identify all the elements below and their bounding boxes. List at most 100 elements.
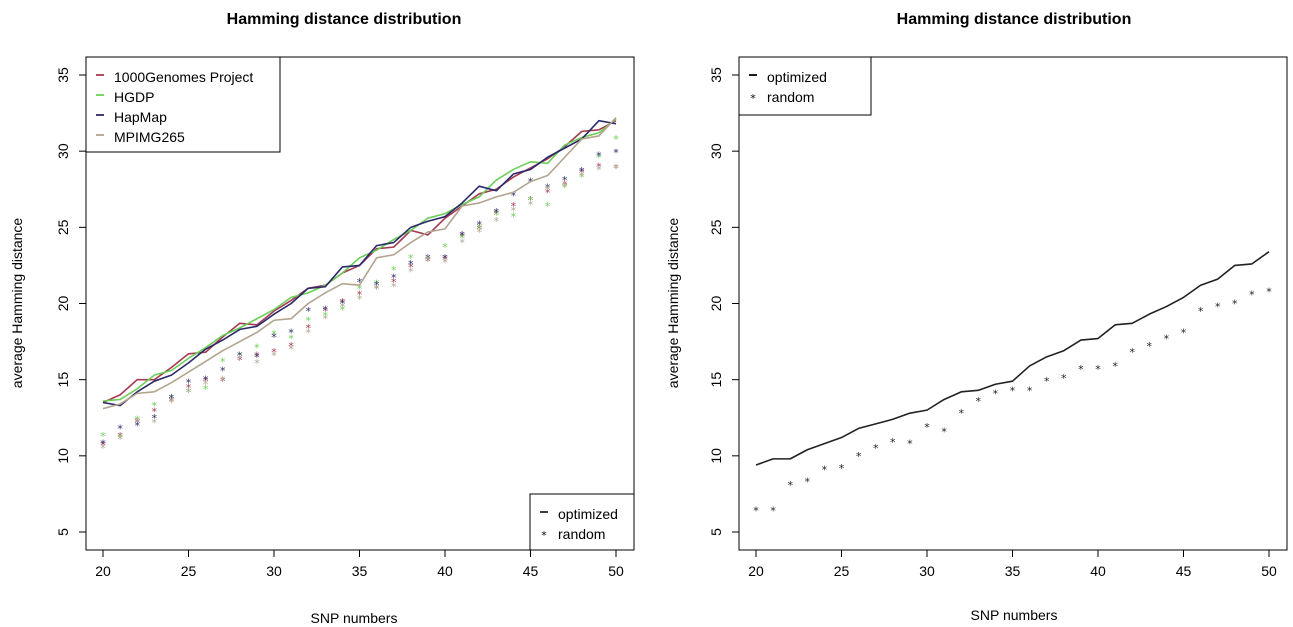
random-point: *	[511, 200, 517, 213]
random-point: *	[1198, 305, 1204, 318]
random-point: *	[186, 386, 192, 399]
random-point: *	[100, 442, 106, 455]
random-point: *	[203, 378, 209, 391]
random-point: *	[562, 179, 568, 192]
x-tick-label: 25	[834, 563, 850, 579]
y-tick-label: 15	[55, 372, 71, 388]
random-point: *	[271, 331, 277, 344]
x-tick-label: 35	[1005, 563, 1021, 579]
random-point: *	[459, 229, 465, 242]
random-point: *	[613, 162, 619, 175]
random-point: *	[805, 476, 811, 489]
x-tick-label: 25	[181, 563, 197, 579]
random-point: *	[873, 442, 879, 455]
random-point: *	[117, 433, 123, 446]
random-point: *	[613, 147, 619, 160]
random-point: *	[476, 226, 482, 239]
random-point: *	[254, 351, 260, 364]
random-point: *	[1061, 372, 1067, 385]
y-tick-label: 30	[708, 143, 724, 159]
random-point: *	[958, 407, 964, 420]
x-tick-label: 20	[748, 563, 764, 579]
x-tick-label: 20	[95, 563, 111, 579]
random-point: *	[459, 230, 465, 243]
random-point: *	[203, 383, 209, 396]
random-point: *	[528, 198, 534, 211]
random-point: *	[976, 395, 982, 408]
random-point: *	[1266, 285, 1272, 298]
random-point: *	[391, 276, 397, 289]
x-axis-label: SNP numbers	[971, 607, 1058, 623]
random-point: *	[305, 322, 311, 335]
random-point: *	[528, 194, 534, 207]
random-point: *	[100, 438, 106, 451]
random-point: *	[442, 241, 448, 254]
random-point: *	[186, 381, 192, 394]
random-point: *	[374, 282, 380, 295]
optimized-line-series-2	[102, 119, 617, 407]
random-point: *	[596, 151, 602, 164]
random-point: *	[1095, 363, 1101, 376]
x-tick-label: 35	[352, 563, 368, 579]
y-tick-label: 35	[708, 67, 724, 83]
random-point: *	[152, 406, 158, 419]
random-point: *	[288, 333, 294, 346]
y-tick-label: 30	[55, 143, 71, 159]
y-tick-label: 20	[55, 296, 71, 312]
legend-entry-label: 1000Genomes Project	[114, 69, 253, 85]
random-point: *	[476, 218, 482, 231]
random-point: *	[442, 252, 448, 265]
random-point: *	[254, 349, 260, 362]
random-point: *	[203, 374, 209, 387]
random-point: *	[753, 505, 759, 518]
random-point: *	[839, 462, 845, 475]
random-point: *	[340, 298, 346, 311]
y-tick-label: 10	[708, 448, 724, 464]
random-point: *	[220, 374, 226, 387]
random-point: *	[152, 400, 158, 413]
random-point: *	[494, 209, 500, 222]
random-point: *	[822, 464, 828, 477]
random-point: *	[1010, 384, 1016, 397]
random-point: *	[562, 174, 568, 187]
x-tick-label: 50	[1261, 563, 1277, 579]
legend-entry-label: HGDP	[114, 89, 154, 105]
x-tick-label: 45	[1176, 563, 1192, 579]
random-point: *	[357, 293, 363, 306]
random-point: *	[340, 304, 346, 317]
random-point: *	[357, 288, 363, 301]
optimized-line-series-0	[755, 251, 1270, 466]
random-point: *	[271, 346, 277, 359]
random-point: *	[494, 208, 500, 221]
random-point: *	[237, 354, 243, 367]
random-point: *	[152, 412, 158, 425]
chart-title: Hamming distance distribution	[897, 11, 1132, 28]
y-axis-label: average Hamming distance	[9, 218, 25, 389]
random-point: *	[288, 343, 294, 356]
random-point: *	[220, 355, 226, 368]
random-point: *	[408, 266, 414, 279]
random-point: *	[237, 349, 243, 362]
random-point: *	[391, 264, 397, 277]
random-point: *	[924, 421, 930, 434]
random-point: *	[1027, 384, 1033, 397]
random-point: *	[1147, 340, 1153, 353]
random-point: *	[323, 310, 329, 323]
random-point: *	[254, 342, 260, 355]
y-tick-label: 5	[708, 528, 724, 536]
random-point: *	[545, 186, 551, 199]
random-point: *	[254, 357, 260, 370]
legend-entry-label: random	[767, 89, 814, 105]
random-point: *	[1078, 363, 1084, 376]
random-point: *	[425, 253, 431, 266]
random-point: *	[545, 200, 551, 213]
legend-entry-label: optimized	[767, 69, 827, 85]
random-point: *	[562, 180, 568, 193]
legend-box-bottom	[529, 493, 635, 551]
random-point: *	[528, 194, 534, 207]
random-point: *	[100, 439, 106, 452]
random-point: *	[494, 215, 500, 228]
random-point: *	[494, 206, 500, 219]
random-point: *	[374, 282, 380, 295]
random-point: *	[476, 223, 482, 236]
